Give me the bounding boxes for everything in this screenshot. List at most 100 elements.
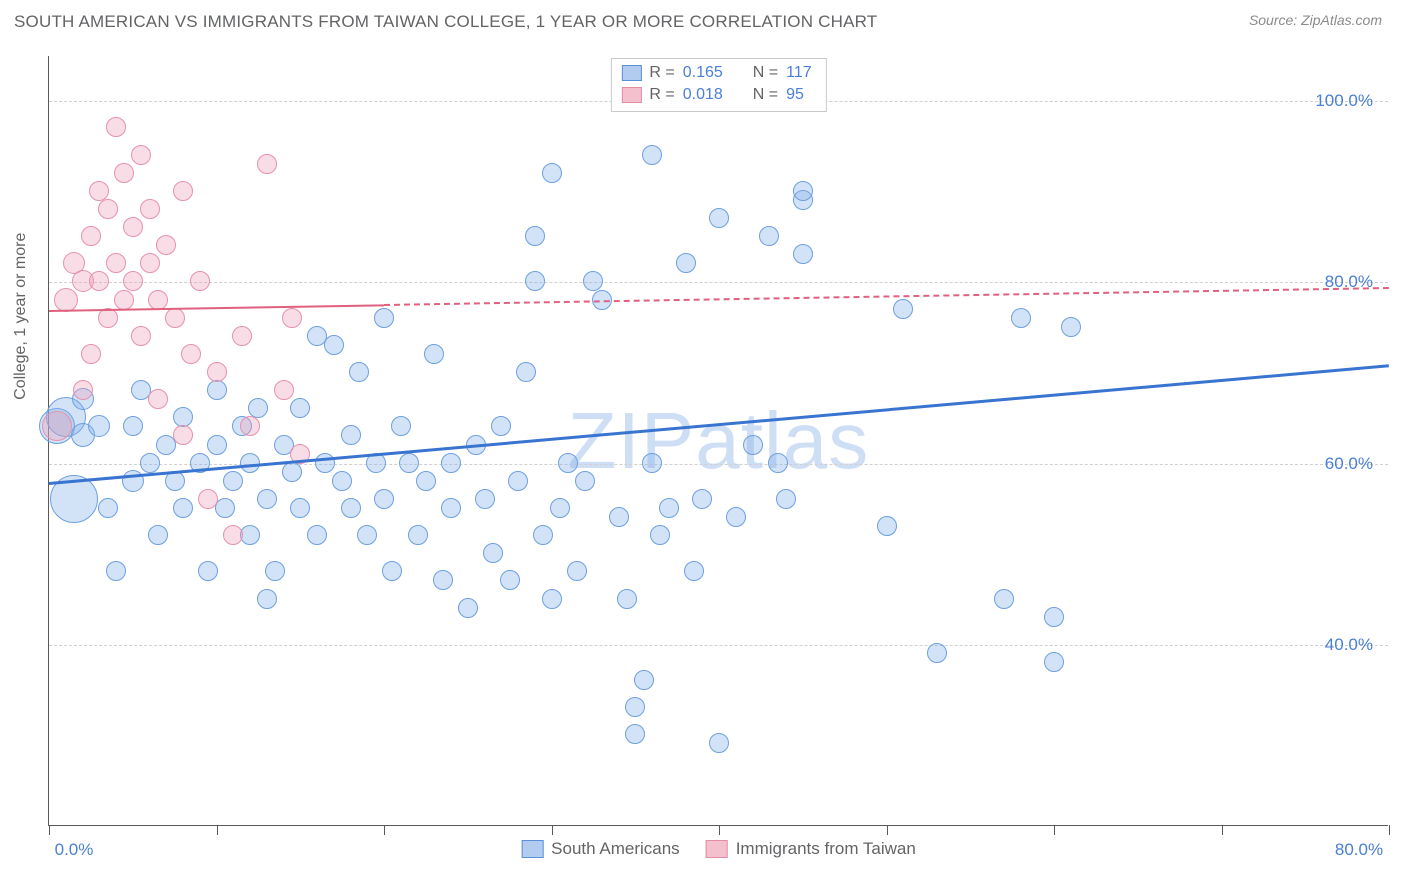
x-tick-label: 80.0% (1335, 840, 1383, 860)
data-point (575, 471, 595, 491)
legend-label: South Americans (551, 839, 680, 859)
data-point (625, 697, 645, 717)
n-label: N = (753, 62, 778, 84)
data-point (123, 416, 143, 436)
data-point (893, 299, 913, 319)
data-point (642, 145, 662, 165)
data-point (424, 344, 444, 364)
data-point (692, 489, 712, 509)
data-point (198, 489, 218, 509)
data-point (324, 335, 344, 355)
data-point (525, 226, 545, 246)
data-point (567, 561, 587, 581)
x-tick (552, 825, 553, 835)
data-point (508, 471, 528, 491)
data-point (500, 570, 520, 590)
data-point (156, 235, 176, 255)
watermark: ZIPatlas (568, 395, 869, 487)
r-value: 0.018 (683, 84, 723, 106)
data-point (290, 498, 310, 518)
data-point (282, 308, 302, 328)
data-point (131, 326, 151, 346)
data-point (240, 416, 260, 436)
data-point (89, 181, 109, 201)
data-point (525, 271, 545, 291)
data-point (793, 244, 813, 264)
legend-label: Immigrants from Taiwan (736, 839, 916, 859)
data-point (726, 507, 746, 527)
data-point (173, 181, 193, 201)
data-point (148, 290, 168, 310)
data-point (349, 362, 369, 382)
data-point (382, 561, 402, 581)
grid-line (49, 282, 1388, 283)
series-legend: South Americans Immigrants from Taiwan (521, 839, 916, 859)
data-point (173, 498, 193, 518)
data-point (54, 288, 78, 312)
data-point (1061, 317, 1081, 337)
x-tick-label: 0.0% (55, 840, 94, 860)
data-point (190, 271, 210, 291)
data-point (416, 471, 436, 491)
n-label: N = (753, 84, 778, 106)
data-point (650, 525, 670, 545)
data-point (374, 308, 394, 328)
plot-area: College, 1 year or more ZIPatlas R = 0.1… (48, 56, 1388, 826)
data-point (307, 525, 327, 545)
data-point (89, 271, 109, 291)
data-point (1044, 607, 1064, 627)
data-point (257, 489, 277, 509)
n-value: 117 (786, 62, 812, 84)
r-label: R = (649, 62, 674, 84)
data-point (768, 453, 788, 473)
data-point (140, 453, 160, 473)
data-point (533, 525, 553, 545)
data-point (491, 416, 511, 436)
data-point (274, 380, 294, 400)
x-tick (1054, 825, 1055, 835)
data-point (73, 380, 93, 400)
data-point (516, 362, 536, 382)
data-point (207, 435, 227, 455)
x-tick (49, 825, 50, 835)
data-point (583, 271, 603, 291)
data-point (114, 290, 134, 310)
data-point (609, 507, 629, 527)
grid-line (49, 645, 1388, 646)
data-point (123, 271, 143, 291)
data-point (357, 525, 377, 545)
y-tick-label: 100.0% (1315, 91, 1373, 111)
data-point (776, 489, 796, 509)
data-point (140, 253, 160, 273)
data-point (315, 453, 335, 473)
data-point (123, 217, 143, 237)
data-point (290, 398, 310, 418)
data-point (341, 425, 361, 445)
chart-title: SOUTH AMERICAN VS IMMIGRANTS FROM TAIWAN… (14, 12, 877, 32)
data-point (165, 308, 185, 328)
data-point (542, 163, 562, 183)
data-point (625, 724, 645, 744)
chart-container: College, 1 year or more ZIPatlas R = 0.1… (0, 36, 1406, 856)
n-value: 95 (786, 84, 804, 106)
data-point (709, 733, 729, 753)
data-point (106, 253, 126, 273)
data-point (391, 416, 411, 436)
data-point (475, 489, 495, 509)
x-tick (887, 825, 888, 835)
data-point (248, 398, 268, 418)
data-point (88, 415, 110, 437)
r-label: R = (649, 84, 674, 106)
series-swatch (621, 87, 641, 103)
data-point (441, 453, 461, 473)
data-point (81, 226, 101, 246)
data-point (877, 516, 897, 536)
data-point (374, 489, 394, 509)
data-point (642, 453, 662, 473)
data-point (458, 598, 478, 618)
data-point (1011, 308, 1031, 328)
data-point (148, 525, 168, 545)
x-tick (384, 825, 385, 835)
data-point (98, 199, 118, 219)
data-point (173, 407, 193, 427)
